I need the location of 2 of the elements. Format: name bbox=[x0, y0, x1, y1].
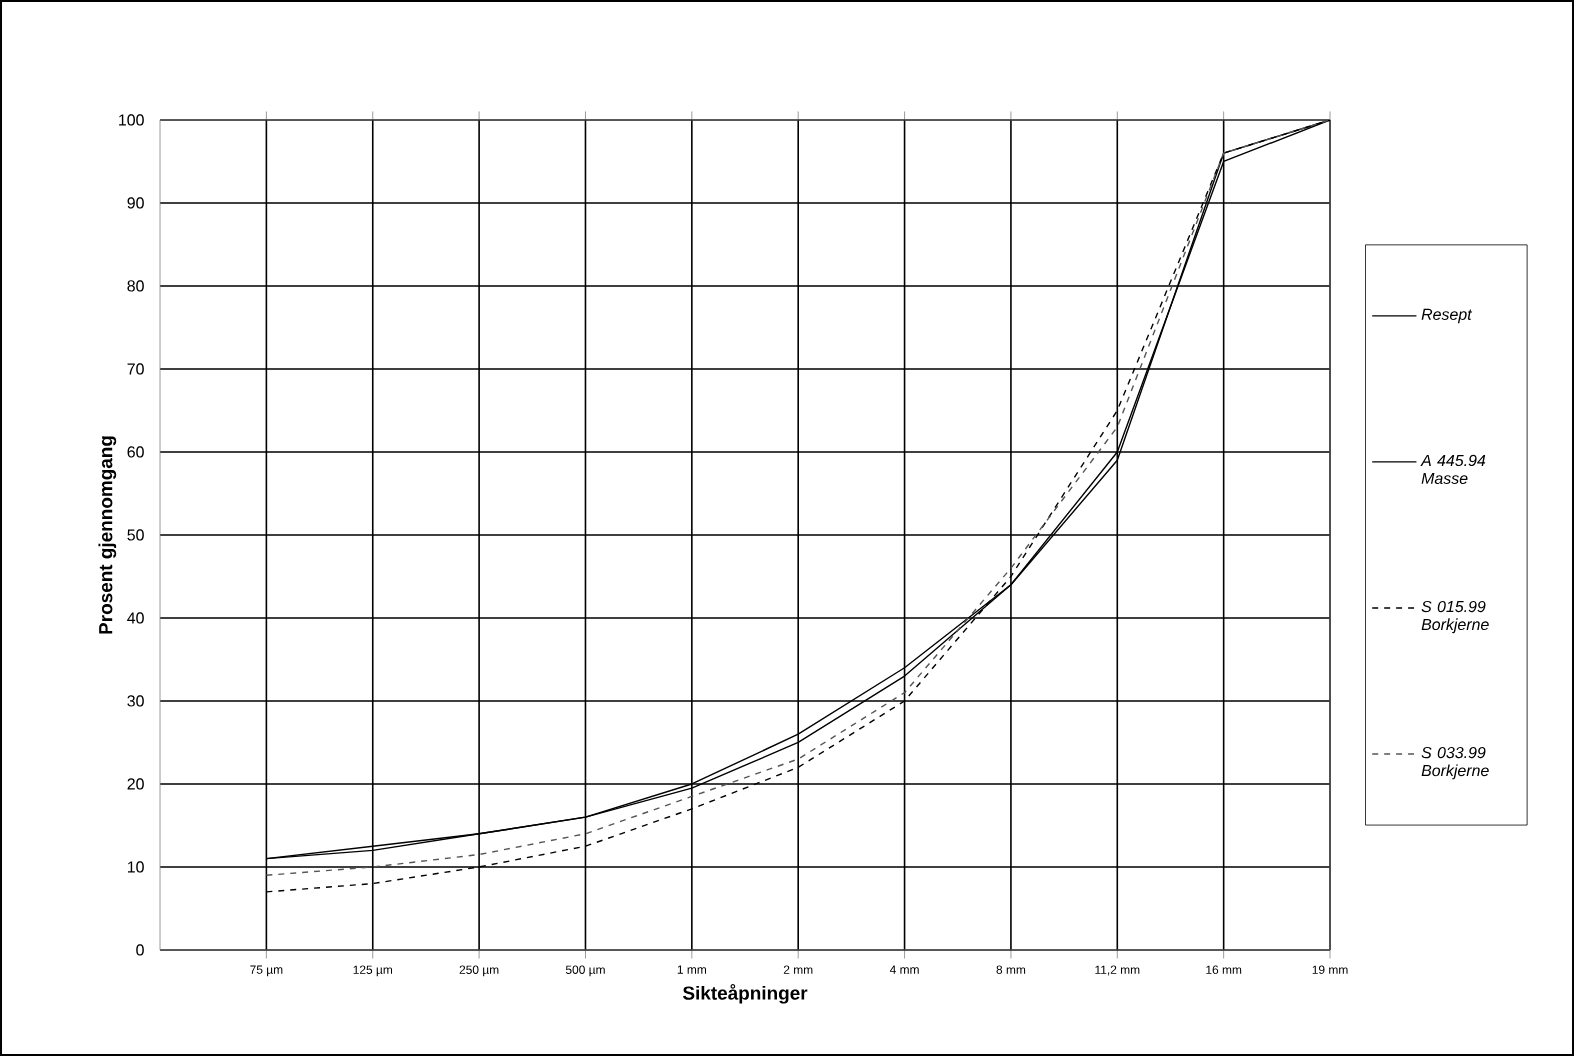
y-axis-title: Prosent gjennomgang bbox=[98, 436, 117, 634]
x-axis-title: Sikteåpninger bbox=[682, 984, 808, 1004]
